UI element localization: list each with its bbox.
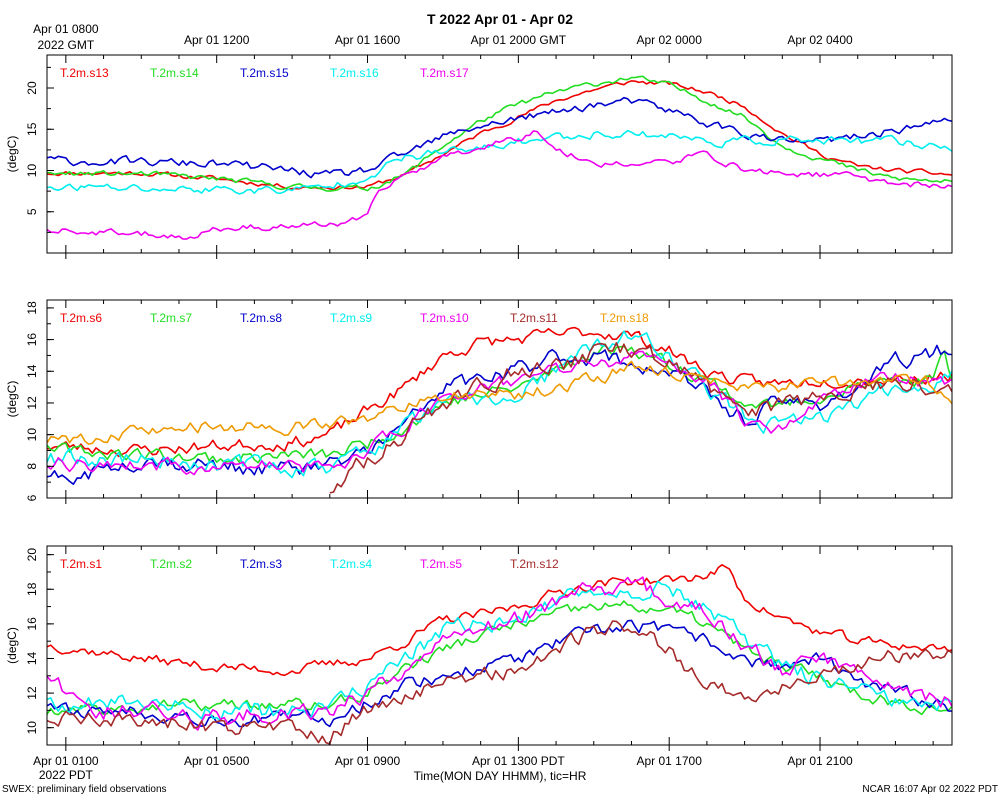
legend-entry-t-2m-s10: T.2m.s10 [420,311,469,325]
y-tick-label: 6 [25,494,39,501]
y-tick-label: 10 [25,721,39,735]
y-tick-label: 18 [25,301,39,315]
gmt-tick-label: Apr 01 0800 [33,22,99,36]
pdt-tick-label: Apr 01 0100 [33,754,99,768]
y-tick-label: 10 [25,164,39,178]
legend-entry-t-2m-s5: T.2m.s5 [420,557,462,571]
series-line-t-2m-s12 [47,620,952,745]
legend-entry-t-2m-s15: T.2m.s15 [240,66,289,80]
panel-frame [46,299,953,499]
pdt-tick-label: Apr 01 1700 [636,754,702,768]
y-axis-label: (degC) [5,381,19,418]
series-line-t-2m-s6 [47,326,952,458]
legend-entry-t-2m-s6: T.2m.s6 [60,311,102,325]
gmt-year-label: 2022 GMT [38,38,95,52]
legend-entry-t-2m-s13: T.2m.s13 [60,66,109,80]
panel-frame [46,545,953,746]
pdt-tick-label: Apr 01 2100 [787,754,853,768]
pdt-year-label: 2022 PDT [39,768,94,782]
y-tick-label: 10 [25,428,39,442]
y-tick-label: 14 [25,651,39,665]
legend-entry-t-2m-s18: T.2m.s18 [600,311,649,325]
pdt-tick-label: Apr 01 1300 PDT [472,754,565,768]
y-tick-label: 15 [25,122,39,136]
gmt-time-axis: Apr 01 0800 Apr 01 1200 Apr 01 1600 Apr 01 … [33,22,853,52]
series-line-t-2m-s10 [47,350,952,476]
gmt-tick-label: Apr 01 1600 [335,33,401,47]
series-line-t-2m-s18 [47,360,952,445]
x-axis-label: Time(MON DAY HHMM), tic=HR [414,769,587,783]
series-line-t-2m-s3 [47,619,952,728]
gmt-tick-label: Apr 02 0400 [787,33,853,47]
y-tick-label: 20 [25,81,39,95]
footer-right-note: NCAR 16:07 Apr 02 2022 PDT [862,784,998,795]
y-tick-label: 20 [25,548,39,562]
y-tick-label: 18 [25,582,39,596]
legend-entry-t-2m-s17: T.2m.s17 [420,66,469,80]
series-line-t-2m-s15 [47,96,952,179]
legend-entry-t-2m-s8: T.2m.s8 [240,311,282,325]
panel-3: T.2m.s1 T.2m.s2 T.2m.s3 T.2m.s4 T.2m.s5 T.2m.… [5,545,953,751]
y-tick-label: 14 [25,364,39,378]
series-line-t-2m-s14 [47,75,952,192]
panel-2: T.2m.s6 T.2m.s7 T.2m.s8 T.2m.s9 T.2m.s10 T.2m… [5,299,953,504]
legend-entry-t-2m-s1: T.2m.s1 [60,557,102,571]
y-axis-label: (degC) [5,136,19,173]
legend-entry-t-2m-s12: T.2m.s12 [510,557,559,571]
y-tick-label: 16 [25,333,39,347]
legend-entry-t-2m-s4: T.2m.s4 [330,557,372,571]
gmt-tick-label: Apr 02 0000 [636,33,702,47]
legend-entry-t-2m-s3: T.2m.s3 [240,557,282,571]
pdt-tick-label: Apr 01 0900 [335,754,401,768]
series-line-t-2m-s11 [329,342,952,494]
series-line-t-2m-s9 [47,330,952,479]
legend-entry-t-2m-s14: T.2m.s14 [150,66,199,80]
series-line-t-2m-s5 [47,576,952,731]
footer-left-note: SWEX: preliminary field observations [2,784,167,795]
legend-entry-t-2m-s2: T.2m.s2 [150,557,192,571]
series-line-t-2m-s2 [47,600,952,716]
legend-entry-t-2m-s9: T.2m.s9 [330,311,372,325]
pdt-tick-label: Apr 01 0500 [184,754,250,768]
legend-entry-t-2m-s7: T.2m.s7 [150,311,192,325]
y-tick-label: 8 [25,463,39,470]
panel-frame [46,54,953,254]
legend-entry-t-2m-s11: T.2m.s11 [510,311,558,325]
panel-1: T.2m.s13 T.2m.s14 T.2m.s15 T.2m.s16 T.2m.s17… [5,54,953,259]
y-axis-label: (degC) [5,627,19,664]
series-line-t-2m-s16 [47,129,952,195]
y-tick-label: 16 [25,617,39,631]
series-line-t-2m-s17 [47,130,952,240]
series-line-t-2m-s1 [47,564,952,677]
panels: T.2m.s13 T.2m.s14 T.2m.s15 T.2m.s16 T.2m.s17… [5,54,953,751]
y-tick-label: 5 [25,208,39,215]
series-line-t-2m-s4 [47,580,952,722]
y-tick-label: 12 [25,686,39,700]
chart-title: T 2022 Apr 01 - Apr 02 [427,11,573,27]
gmt-tick-label: Apr 01 2000 GMT [471,33,567,47]
legend-entry-t-2m-s16: T.2m.s16 [330,66,379,80]
gmt-tick-label: Apr 01 1200 [184,33,250,47]
y-tick-label: 12 [25,396,39,410]
pdt-time-axis: Apr 01 0100 Apr 01 0500 Apr 01 0900 Apr 01 … [33,754,853,782]
